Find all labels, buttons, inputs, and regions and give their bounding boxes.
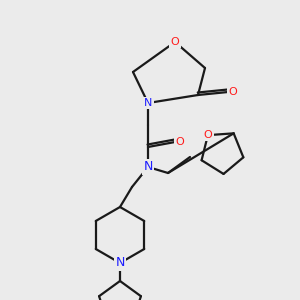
Text: N: N [115,256,125,269]
Text: O: O [203,130,212,140]
Text: O: O [171,37,179,47]
Text: O: O [229,87,237,97]
Text: O: O [176,137,184,147]
Text: N: N [144,98,152,108]
Text: N: N [143,160,153,173]
